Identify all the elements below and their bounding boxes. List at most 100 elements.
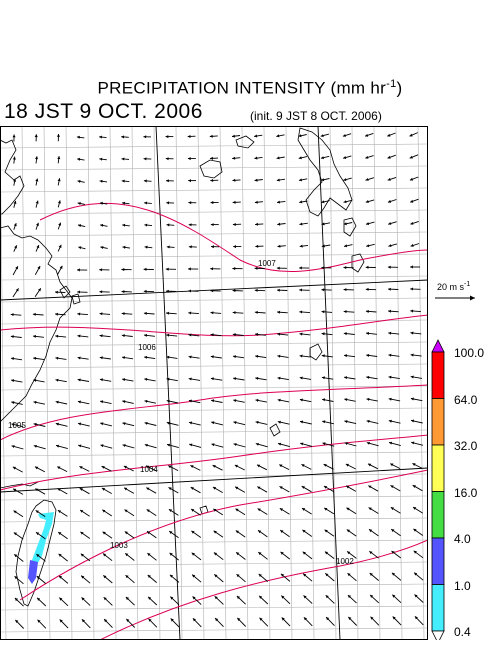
wind-vector	[57, 178, 61, 186]
colorbar-label-16: 16.0	[454, 486, 478, 500]
wind-vector	[235, 508, 246, 516]
wind-vector	[123, 487, 135, 494]
wind-vector	[236, 573, 246, 583]
wind-vector	[144, 377, 156, 382]
wind-vector	[124, 509, 135, 517]
wind-vector	[34, 466, 46, 473]
wind-vector	[410, 331, 422, 335]
wind-vector	[255, 222, 264, 226]
wind-vector	[280, 573, 291, 582]
wind-vector	[389, 463, 401, 470]
wind-vector	[345, 463, 356, 470]
wind-vector	[392, 616, 402, 626]
wind-vector	[147, 596, 158, 606]
wind-vector	[12, 466, 23, 473]
wind-vector	[412, 506, 423, 514]
colorbar-segment	[431, 398, 445, 446]
wind-vector	[213, 530, 224, 538]
isobar-label-1004: 1004	[140, 465, 158, 474]
wind-vector	[344, 420, 357, 425]
wind-vector	[365, 287, 377, 291]
wind-vector	[277, 420, 290, 425]
wind-vector	[300, 442, 313, 447]
wind-vector	[320, 133, 330, 138]
wind-vector	[33, 356, 45, 361]
wind-vector	[365, 331, 377, 335]
wind-vector	[32, 334, 44, 338]
wind-vector	[276, 156, 285, 160]
wind-vector	[188, 377, 201, 381]
wind-vector	[34, 265, 41, 276]
wind-vector	[343, 310, 355, 314]
wind-vector	[365, 177, 375, 181]
wind-vector	[76, 268, 88, 272]
reference-vector-label: 20 m s-1	[437, 281, 470, 292]
wind-vector	[13, 510, 24, 518]
wind-vector	[410, 397, 423, 402]
wind-vector	[77, 356, 89, 360]
wind-vector	[258, 551, 268, 560]
wind-vector	[12, 265, 19, 276]
wind-vector	[57, 265, 63, 275]
wind-vector	[212, 486, 223, 493]
wind-vector	[413, 550, 424, 559]
wind-vector	[76, 135, 85, 139]
precip-colorbar	[431, 339, 445, 640]
wind-vector	[391, 594, 402, 604]
wind-vector	[12, 488, 24, 495]
wind-vector	[254, 288, 266, 292]
wind-vector	[364, 132, 374, 137]
chart-title: PRECIPITATION INTENSITY (mm hr-1)	[0, 78, 500, 99]
wind-vector	[211, 421, 224, 426]
wind-vector	[143, 267, 154, 271]
wind-vector	[13, 200, 17, 208]
wind-vector	[36, 575, 46, 584]
wind-vector	[188, 289, 199, 293]
wind-vector	[77, 378, 90, 382]
wind-vector	[325, 616, 335, 627]
wind-vector	[347, 594, 357, 604]
wind-vector	[278, 464, 290, 471]
valid-time: 18 JST 9 OCT. 2006	[4, 100, 203, 123]
wind-vector	[57, 488, 68, 495]
wind-vector	[410, 243, 420, 247]
wind-vector	[298, 156, 308, 160]
wind-vector	[99, 378, 112, 382]
wind-vector	[10, 313, 22, 317]
wind-vector	[102, 509, 113, 517]
wind-vector	[143, 289, 155, 293]
wind-vector	[103, 618, 113, 629]
wind-vector	[102, 531, 113, 539]
isobar-1002	[99, 539, 428, 640]
wind-vector	[124, 552, 135, 561]
wind-vector	[10, 335, 22, 339]
wind-vector	[33, 444, 46, 450]
wind-vector	[255, 442, 268, 448]
wind-vector	[191, 552, 202, 561]
wind-vector	[144, 421, 157, 426]
wind-vector	[166, 377, 178, 382]
wind-vector	[233, 399, 245, 403]
wind-vector	[323, 507, 335, 515]
wind-vector	[170, 618, 180, 628]
wind-vector	[165, 135, 174, 139]
wind-vector	[36, 553, 46, 562]
wind-vector	[233, 245, 242, 249]
wind-vector	[166, 223, 175, 227]
colorbar-label-64: 64.0	[454, 393, 478, 407]
wind-vector	[321, 332, 333, 336]
wind-vector	[168, 530, 179, 539]
wind-vector	[14, 619, 25, 629]
wind-vector	[121, 312, 133, 316]
wind-vector	[343, 177, 352, 182]
wind-vector	[411, 441, 424, 446]
colorbar-label-4: 4.0	[454, 532, 471, 546]
wind-vector	[100, 444, 113, 449]
wind-vector	[258, 595, 269, 605]
wind-vector	[214, 617, 224, 628]
wind-vector	[213, 552, 224, 561]
wind-vector	[12, 156, 16, 164]
wind-vector	[189, 443, 202, 448]
wind-vector	[344, 376, 356, 380]
wind-vector	[388, 441, 401, 447]
